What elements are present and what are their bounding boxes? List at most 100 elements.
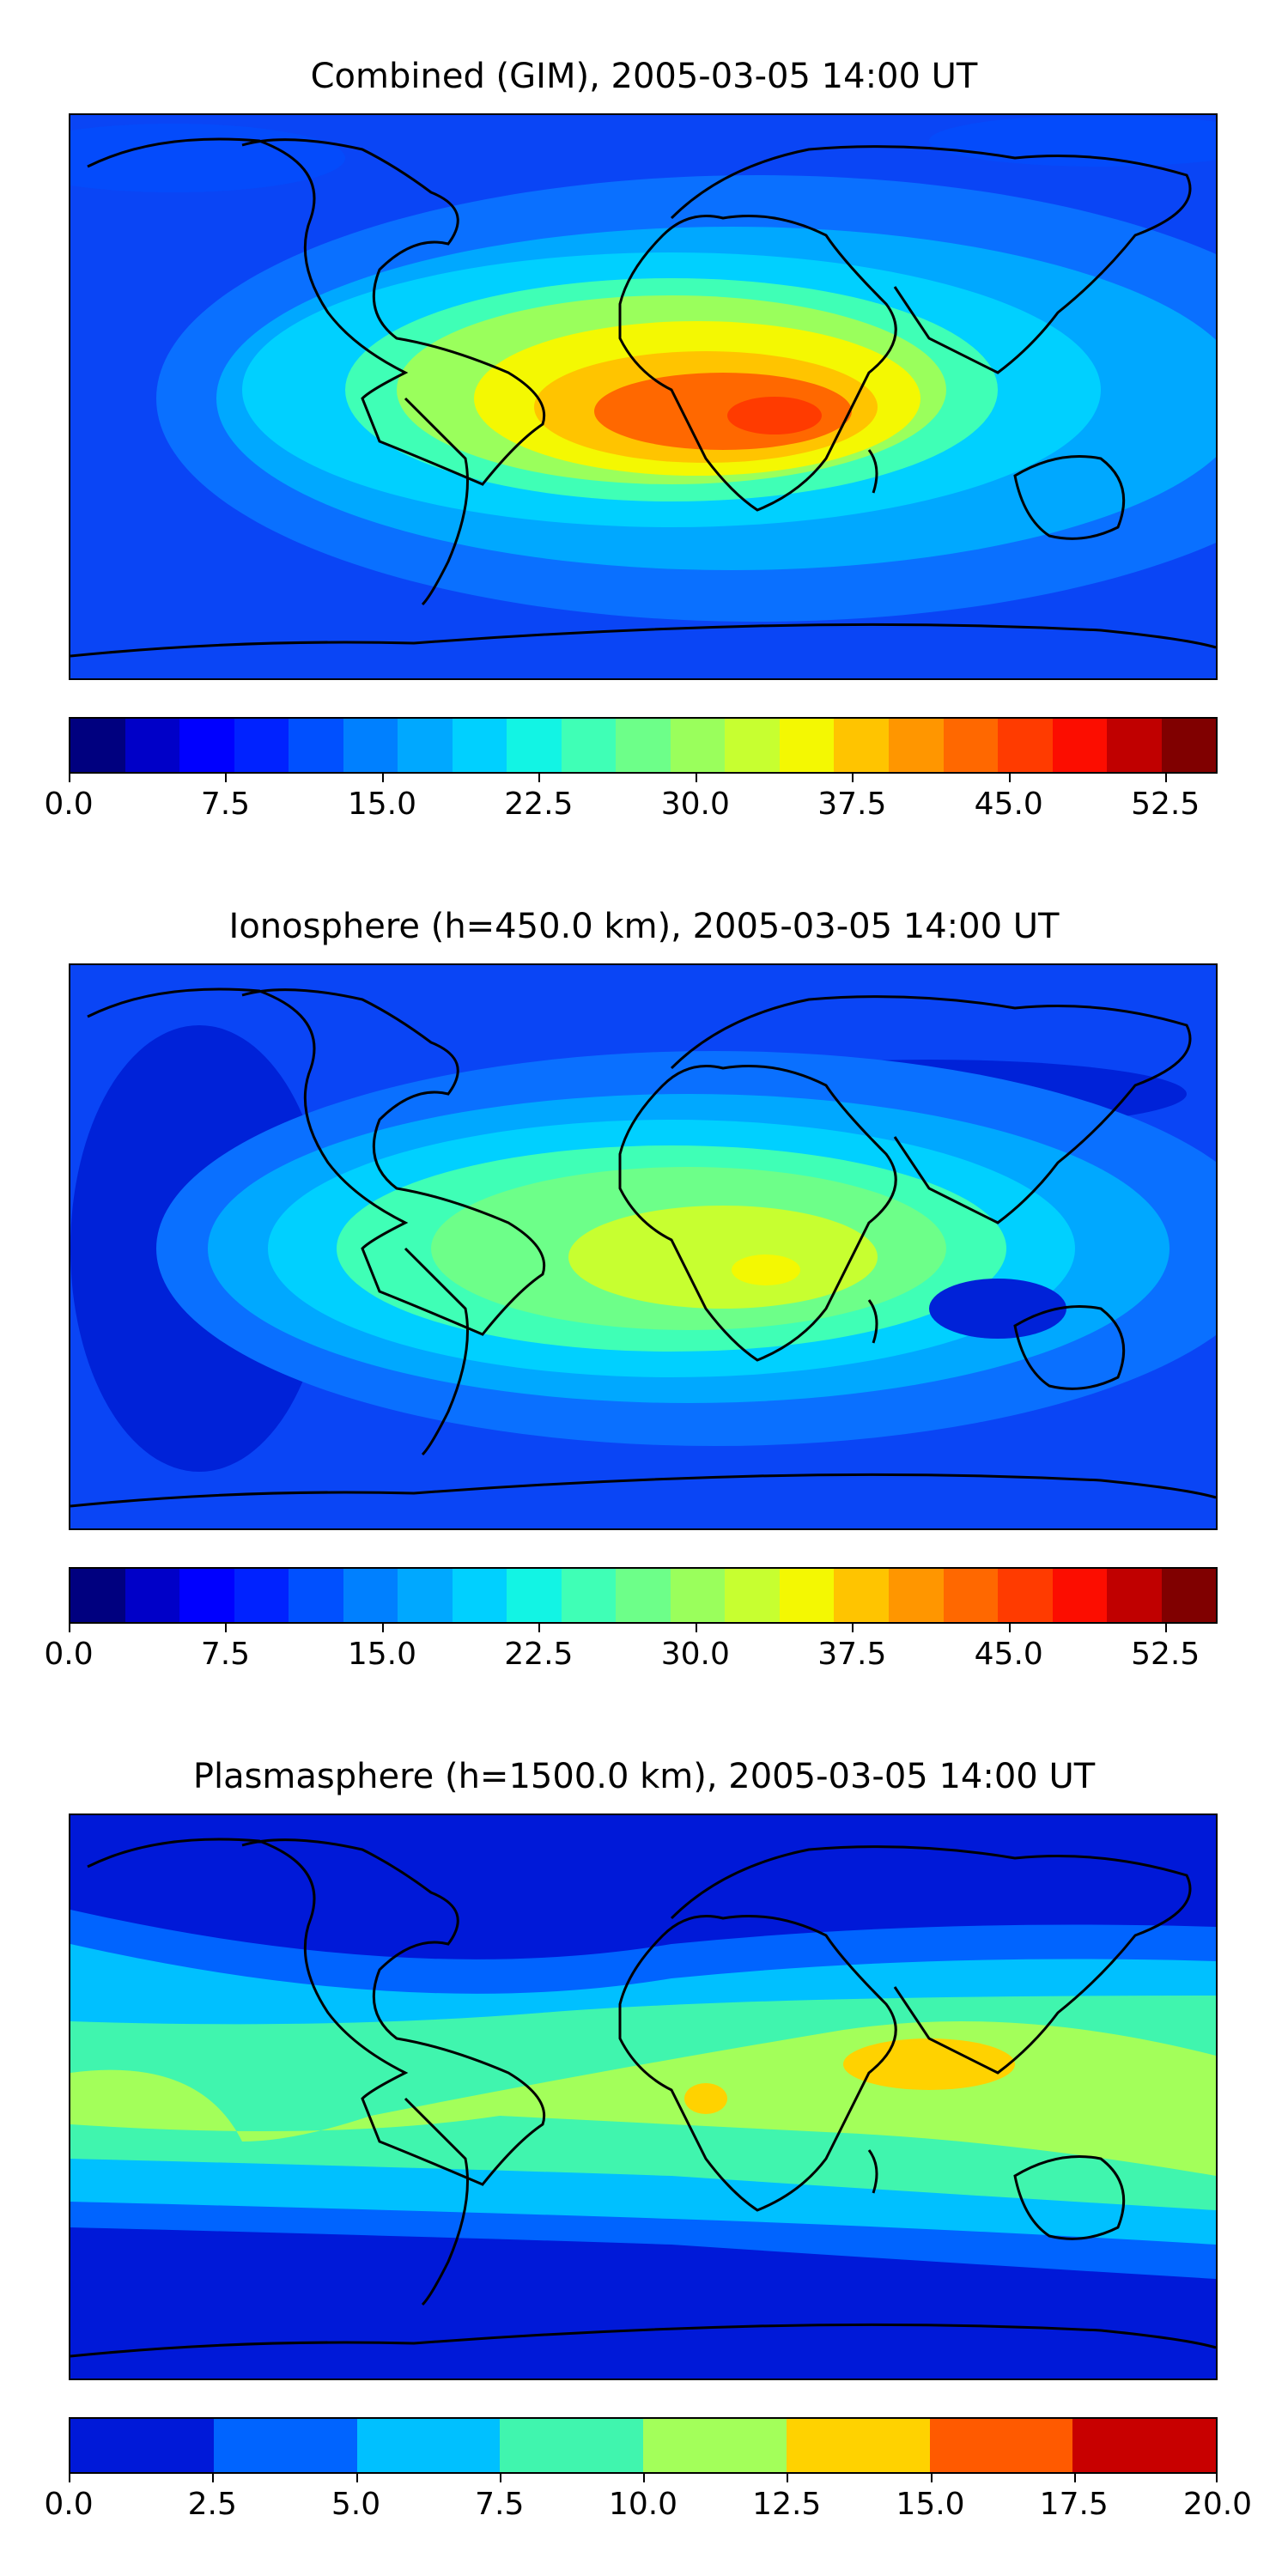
colorbar-cell [398, 719, 453, 772]
colorbar-cell [343, 1569, 398, 1622]
colorbar-tick-label: 52.5 [1131, 1637, 1200, 1672]
colorbar-cell [70, 1569, 125, 1622]
colorbar-tick [355, 2472, 358, 2482]
colorbar-tick-label: 7.5 [200, 787, 251, 822]
colorbar-cell [213, 2419, 357, 2472]
colorbar-tick-label: 0.0 [44, 1637, 94, 1672]
map-title: Ionosphere (h=450.0 km), 2005-03-05 14:0… [228, 907, 1060, 946]
colorbar-tick-label: 20.0 [1182, 2487, 1253, 2522]
colorbar-tick [69, 1622, 70, 1632]
colorbar-tick-label: 30.0 [660, 1637, 730, 1672]
colorbar-tick-label: 5.0 [331, 2487, 381, 2522]
colorbar-cell [452, 1569, 507, 1622]
colorbar-tick-label: 2.5 [187, 2487, 237, 2522]
colorbar-tick [499, 2472, 501, 2482]
colorbar-cell [70, 719, 125, 772]
colorbar-cell [670, 719, 726, 772]
colorbar-cell [1107, 719, 1162, 772]
colorbar-tick-label: 0.0 [44, 2487, 94, 2522]
colorbar-cell [500, 2419, 643, 2472]
colorbar-cell [943, 719, 999, 772]
colorbar-cell [725, 719, 780, 772]
colorbar-tick [695, 1622, 697, 1632]
colorbar-cell [289, 1569, 343, 1622]
colorbar-tick [69, 772, 70, 782]
map-title: Combined (GIM), 2005-03-05 14:00 UT [310, 57, 978, 96]
colorbar-tick [225, 772, 228, 782]
colorbar-tick-label: 37.5 [817, 787, 887, 822]
colorbar [69, 717, 1218, 774]
colorbar-tick-label: 37.5 [817, 1637, 887, 1672]
combined-map [69, 113, 1218, 680]
coastlines [70, 987, 1216, 1508]
colorbar-tick [381, 1622, 384, 1632]
colorbar-cell [561, 719, 617, 772]
colorbar-cell [888, 719, 944, 772]
colorbar-cell [725, 1569, 780, 1622]
colorbar-tick-label: 45.0 [974, 787, 1043, 822]
combined-map-svg [70, 115, 1216, 678]
colorbar-tick [1165, 1622, 1168, 1632]
colorbar-tick-label: 7.5 [475, 2487, 525, 2522]
colorbar-cell [343, 719, 398, 772]
colorbar-cell [779, 1569, 835, 1622]
colorbar-cell [834, 719, 889, 772]
colorbar-tick-label: 15.0 [347, 787, 416, 822]
colorbar-tick [1008, 772, 1011, 782]
colorbar-tick [225, 1622, 228, 1632]
colorbar-tick-label: 22.5 [504, 1637, 574, 1672]
colorbar-tick-label: 45.0 [974, 1637, 1043, 1672]
colorbar-tick-label: 15.0 [896, 2487, 965, 2522]
colorbar-cell [786, 2419, 930, 2472]
colorbar-cell [943, 1569, 999, 1622]
colorbar-cell [125, 1569, 180, 1622]
colorbar-tick [695, 772, 697, 782]
colorbar-cell [289, 719, 343, 772]
colorbar-tick [69, 2472, 70, 2482]
colorbar-tick [538, 1622, 541, 1632]
colorbar-tick [1216, 2472, 1218, 2482]
colorbar-cell [507, 1569, 562, 1622]
colorbar-tick [787, 2472, 789, 2482]
colorbar-cell [998, 719, 1053, 772]
colorbar-cell [616, 1569, 671, 1622]
colorbar-cell [179, 719, 234, 772]
colorbar-tick [538, 772, 541, 782]
colorbar-cell [1161, 719, 1217, 772]
colorbar-tick-label: 12.5 [752, 2487, 822, 2522]
colorbar-cell [1072, 2419, 1216, 2472]
colorbar-cell [888, 1569, 944, 1622]
colorbar-cell [452, 719, 507, 772]
plasmasphere-map-svg [70, 1815, 1216, 2379]
colorbar-tick [1165, 772, 1168, 782]
colorbar-cell [1052, 1569, 1108, 1622]
colorbar-ticks: 0.0 7.5 15.0 22.5 30.0 37.5 45.0 52.5 [44, 772, 1218, 823]
colorbar-tick [852, 772, 854, 782]
colorbar-cell [1107, 1569, 1162, 1622]
colorbar-tick-label: 30.0 [660, 787, 730, 822]
colorbar [69, 2417, 1218, 2474]
colorbar-cell [356, 2419, 501, 2472]
colorbar-cell [670, 1569, 726, 1622]
colorbar-cell [398, 1569, 453, 1622]
colorbar-ticks: 0.0 7.5 15.0 22.5 30.0 37.5 45.0 52.5 [44, 1622, 1218, 1674]
colorbar-tick [212, 2472, 215, 2482]
colorbar-tick-label: 10.0 [608, 2487, 678, 2522]
colorbar-cell [779, 719, 835, 772]
colorbar-tick [852, 1622, 854, 1632]
colorbar-tick-label: 7.5 [200, 1637, 251, 1672]
colorbar-tick-label: 0.0 [44, 787, 94, 822]
ionosphere-map [69, 963, 1218, 1530]
colorbar-cell [70, 2419, 214, 2472]
colorbar-tick [1073, 2472, 1076, 2482]
colorbar-cell [1052, 719, 1108, 772]
colorbar-cell [1161, 1569, 1217, 1622]
colorbar-cell [929, 2419, 1073, 2472]
colorbar [69, 1567, 1218, 1624]
colorbar-cell [998, 1569, 1053, 1622]
ionosphere-map-svg [70, 965, 1216, 1528]
colorbar-tick [643, 2472, 645, 2482]
colorbar-cell [834, 1569, 889, 1622]
colorbar-cell [507, 719, 562, 772]
colorbar-cell [643, 2419, 787, 2472]
